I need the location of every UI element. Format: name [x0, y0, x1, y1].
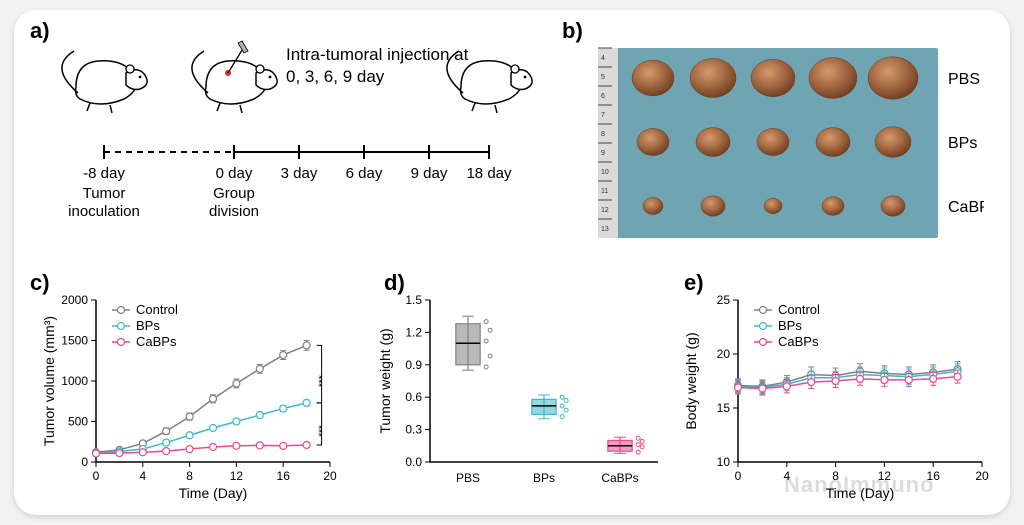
svg-text:CaBPs: CaBPs: [778, 334, 819, 349]
svg-text:6 day: 6 day: [346, 165, 383, 182]
timeline-schematic: Intra-tumoral injection at 0, 3, 6, 9 day…: [44, 32, 554, 242]
svg-text:20: 20: [717, 347, 731, 361]
svg-text:0 day: 0 day: [216, 165, 253, 182]
svg-text:20: 20: [975, 469, 989, 483]
svg-text:13: 13: [601, 226, 609, 233]
svg-text:10: 10: [717, 455, 731, 469]
svg-text:7: 7: [601, 112, 605, 119]
svg-text:0.0: 0.0: [405, 455, 422, 469]
svg-text:12: 12: [230, 469, 244, 483]
svg-text:0, 3, 6, 9 day: 0, 3, 6, 9 day: [286, 67, 385, 86]
figure-card: a) b) c) d) e) Intra-tumoral injection a…: [14, 10, 1010, 515]
svg-text:1500: 1500: [61, 334, 88, 348]
svg-text:15: 15: [717, 401, 731, 415]
svg-text:8: 8: [601, 131, 605, 138]
svg-text:6: 6: [601, 93, 605, 100]
svg-text:BPs: BPs: [533, 471, 555, 485]
svg-text:division: division: [209, 203, 259, 220]
tumor-weight-boxplot: 0.0 0.3 0.6 0.9 1.2 1.5 Tumor weight (g) PBS BPs…: [374, 288, 670, 504]
svg-text:PBS: PBS: [948, 71, 980, 88]
svg-text:***: ***: [318, 425, 329, 437]
svg-text:500: 500: [68, 415, 88, 429]
svg-text:4: 4: [139, 469, 146, 483]
svg-text:0: 0: [81, 455, 88, 469]
svg-text:20: 20: [323, 469, 337, 483]
svg-text:9 day: 9 day: [411, 165, 448, 182]
svg-text:2000: 2000: [61, 293, 88, 307]
svg-text:0.3: 0.3: [405, 423, 422, 437]
svg-text:CaBPs: CaBPs: [136, 334, 177, 349]
svg-text:PBS: PBS: [456, 471, 480, 485]
svg-text:25: 25: [717, 293, 731, 307]
svg-text:0.6: 0.6: [405, 390, 422, 404]
svg-text:***: ***: [318, 375, 329, 387]
svg-text:11: 11: [601, 188, 608, 195]
svg-text:Tumor: Tumor: [83, 185, 126, 202]
svg-text:BPs: BPs: [948, 135, 977, 152]
svg-text:8: 8: [186, 469, 193, 483]
svg-text:9: 9: [601, 150, 605, 157]
watermark: NanoImmuno: [784, 472, 935, 498]
svg-text:BPs: BPs: [778, 318, 802, 333]
svg-text:0.9: 0.9: [405, 358, 422, 372]
svg-text:1.2: 1.2: [405, 325, 422, 339]
svg-text:0: 0: [93, 469, 100, 483]
svg-text:1.5: 1.5: [405, 293, 422, 307]
svg-text:5: 5: [601, 74, 605, 81]
svg-text:Body weight (g): Body weight (g): [683, 332, 699, 429]
svg-text:4: 4: [601, 55, 605, 62]
svg-text:18 day: 18 day: [466, 165, 512, 182]
svg-text:1000: 1000: [61, 374, 88, 388]
svg-text:0: 0: [735, 469, 742, 483]
svg-text:CaBPs: CaBPs: [948, 199, 984, 216]
svg-text:-8 day: -8 day: [83, 165, 125, 182]
label-b: b): [562, 18, 583, 44]
svg-text:Control: Control: [778, 302, 820, 317]
svg-text:12: 12: [601, 207, 609, 214]
svg-text:3 day: 3 day: [281, 165, 318, 182]
svg-text:BPs: BPs: [136, 318, 160, 333]
svg-text:Intra-tumoral injection at: Intra-tumoral injection at: [286, 45, 469, 64]
svg-text:Control: Control: [136, 302, 178, 317]
svg-text:16: 16: [277, 469, 291, 483]
svg-text:CaBPs: CaBPs: [601, 471, 638, 485]
svg-text:Tumor weight (g): Tumor weight (g): [377, 328, 393, 433]
svg-text:Tumor volume (mm³): Tumor volume (mm³): [41, 316, 57, 446]
tumor-volume-chart: 0 4 8 12 16 20 0 500 1000 1500 2000 Time (Day) Tumor…: [38, 288, 364, 504]
tumor-photo: 4 5 6 7 8 9 10 11 12 13 PBS BPs CaBPs: [574, 44, 984, 244]
svg-text:10: 10: [601, 169, 609, 176]
svg-text:inoculation: inoculation: [68, 203, 140, 220]
svg-text:Group: Group: [213, 185, 255, 202]
svg-text:Time (Day): Time (Day): [179, 485, 248, 501]
